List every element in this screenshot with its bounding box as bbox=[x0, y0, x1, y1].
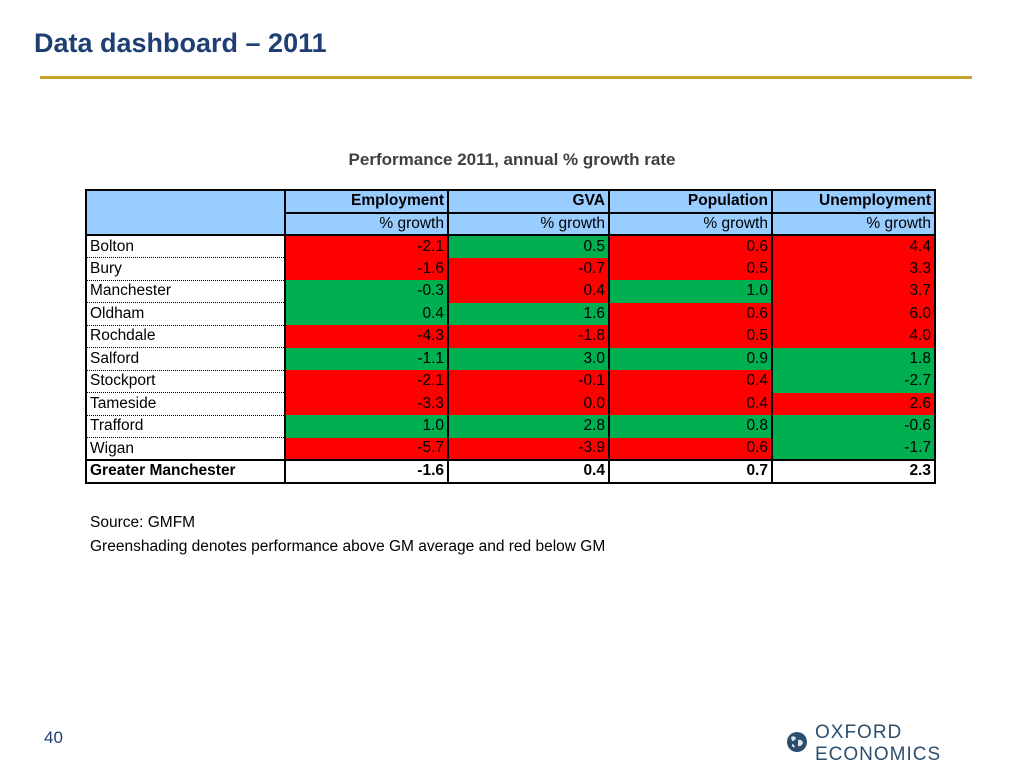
shading-legend-note: Greenshading denotes performance above G… bbox=[90, 538, 606, 555]
row-label: Oldham bbox=[85, 302, 286, 326]
table-row: Manchester -0.3 0.4 1.0 3.7 bbox=[85, 280, 936, 303]
table-row: Bolton -2.1 0.5 0.6 4.4 bbox=[85, 235, 936, 258]
total-row-label: Greater Manchester bbox=[85, 459, 286, 484]
row-label: Stockport bbox=[85, 370, 286, 393]
cell-gva: -0.1 bbox=[447, 370, 610, 393]
cell-gva: 0.0 bbox=[447, 392, 610, 415]
subheader-employment: % growth bbox=[284, 211, 449, 236]
cell-employment: -3.3 bbox=[284, 392, 449, 415]
subheader-gva: % growth bbox=[447, 211, 610, 236]
table-row: Tameside -3.3 0.0 0.4 2.6 bbox=[85, 392, 936, 416]
total-cell-population: 0.7 bbox=[608, 459, 773, 484]
cell-unemployment: 1.8 bbox=[771, 347, 936, 370]
subheader-unemployment: % growth bbox=[771, 211, 936, 236]
cell-unemployment: -2.7 bbox=[771, 370, 936, 393]
cell-population: 0.6 bbox=[608, 437, 773, 460]
column-header-population: Population bbox=[608, 189, 773, 214]
row-label: Trafford bbox=[85, 415, 286, 438]
cell-employment: -2.1 bbox=[284, 235, 449, 258]
cell-employment: -2.1 bbox=[284, 370, 449, 393]
cell-population: 0.5 bbox=[608, 257, 773, 280]
cell-unemployment: 3.3 bbox=[771, 257, 936, 280]
cell-population: 0.4 bbox=[608, 370, 773, 393]
column-header-employment: Employment bbox=[284, 189, 449, 214]
globe-icon bbox=[786, 731, 808, 758]
cell-gva: 0.5 bbox=[447, 235, 610, 258]
table-row: Bury -1.6 -0.7 0.5 3.3 bbox=[85, 257, 936, 281]
cell-gva: -1.8 bbox=[447, 325, 610, 348]
column-header-gva: GVA bbox=[447, 189, 610, 214]
table-notes: Source: GMFM Greenshading denotes perfor… bbox=[90, 511, 605, 559]
dashboard-table: Employment GVA Population Unemployment %… bbox=[85, 189, 936, 484]
row-label: Rochdale bbox=[85, 325, 286, 348]
table-row: Oldham 0.4 1.6 0.6 6.0 bbox=[85, 302, 936, 326]
cell-unemployment: 2.6 bbox=[771, 392, 936, 415]
row-label: Salford bbox=[85, 347, 286, 371]
page-number: 40 bbox=[44, 728, 63, 747]
cell-population: 0.5 bbox=[608, 325, 773, 348]
cell-gva: 3.0 bbox=[447, 347, 610, 370]
cell-gva: -3.9 bbox=[447, 437, 610, 460]
cell-employment: -5.7 bbox=[284, 437, 449, 460]
cell-employment: -1.1 bbox=[284, 347, 449, 370]
logo-text: OXFORD ECONOMICS bbox=[815, 722, 942, 765]
cell-unemployment: 3.7 bbox=[771, 280, 936, 303]
row-label: Manchester bbox=[85, 280, 286, 303]
cell-unemployment: 4.0 bbox=[771, 325, 936, 348]
cell-employment: -0.3 bbox=[284, 280, 449, 303]
row-label: Bury bbox=[85, 257, 286, 281]
cell-gva: 2.8 bbox=[447, 415, 610, 438]
cell-unemployment: -0.6 bbox=[771, 415, 936, 438]
row-label: Bolton bbox=[85, 235, 286, 258]
total-row: Greater Manchester -1.6 0.4 0.7 2.3 bbox=[85, 459, 936, 484]
cell-population: 0.6 bbox=[608, 302, 773, 325]
row-label: Wigan bbox=[85, 437, 286, 461]
cell-employment: -4.3 bbox=[284, 325, 449, 348]
column-header-row: Employment GVA Population Unemployment bbox=[85, 189, 936, 236]
title-divider bbox=[40, 76, 972, 79]
cell-gva: 1.6 bbox=[447, 302, 610, 325]
table-row: Rochdale -4.3 -1.8 0.5 4.0 bbox=[85, 325, 936, 348]
cell-employment: 1.0 bbox=[284, 415, 449, 438]
cell-population: 0.4 bbox=[608, 392, 773, 415]
subheader-row: % growth % growth % growth % growth bbox=[86, 211, 936, 236]
cell-population: 0.9 bbox=[608, 347, 773, 370]
total-cell-gva: 0.4 bbox=[447, 459, 610, 484]
page-title: Data dashboard – 2011 bbox=[34, 28, 327, 58]
column-header-unemployment: Unemployment bbox=[771, 189, 936, 214]
table-row: Wigan -5.7 -3.9 0.6 -1.7 bbox=[85, 437, 936, 461]
cell-gva: 0.4 bbox=[447, 280, 610, 303]
table-row: Stockport -2.1 -0.1 0.4 -2.7 bbox=[85, 370, 936, 393]
cell-unemployment: 4.4 bbox=[771, 235, 936, 258]
cell-gva: -0.7 bbox=[447, 257, 610, 280]
total-cell-unemployment: 2.3 bbox=[771, 459, 936, 484]
source-note: Source: GMFM bbox=[90, 514, 196, 531]
table-title: Performance 2011, annual % growth rate bbox=[348, 150, 676, 169]
total-cell-employment: -1.6 bbox=[284, 459, 449, 484]
cell-population: 0.8 bbox=[608, 415, 773, 438]
table-row: Trafford 1.0 2.8 0.8 -0.6 bbox=[85, 415, 936, 438]
cell-employment: -1.6 bbox=[284, 257, 449, 280]
table-row: Salford -1.1 3.0 0.9 1.8 bbox=[85, 347, 936, 371]
row-label: Tameside bbox=[85, 392, 286, 416]
subheader-population: % growth bbox=[608, 211, 773, 236]
cell-population: 1.0 bbox=[608, 280, 773, 303]
header-corner-cell bbox=[85, 189, 286, 236]
oxford-economics-logo: OXFORD ECONOMICS bbox=[786, 722, 1024, 766]
cell-unemployment: 6.0 bbox=[771, 302, 936, 325]
cell-population: 0.6 bbox=[608, 235, 773, 258]
cell-employment: 0.4 bbox=[284, 302, 449, 325]
cell-unemployment: -1.7 bbox=[771, 437, 936, 460]
